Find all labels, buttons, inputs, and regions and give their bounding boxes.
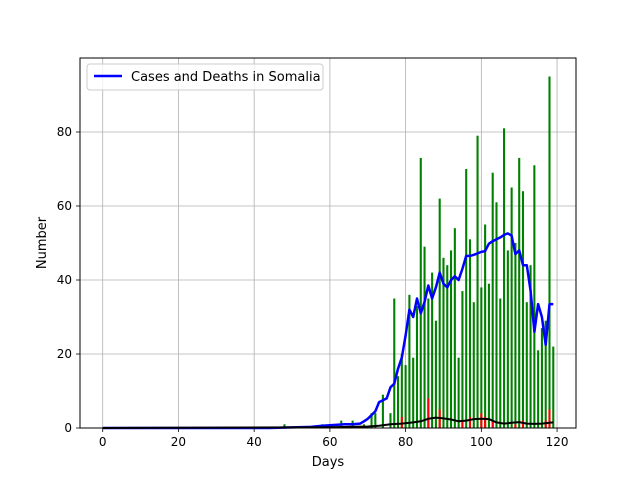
case-bar xyxy=(283,424,286,428)
death-bar xyxy=(400,416,403,428)
x-axis-ticks: 0 20 40 60 80 100 120 xyxy=(99,428,569,449)
death-bar xyxy=(548,409,551,428)
death-bar xyxy=(521,420,525,428)
case-bar xyxy=(415,305,419,428)
case-bar xyxy=(393,298,396,428)
case-bar xyxy=(412,357,415,428)
case-bar xyxy=(533,165,536,429)
case-bar xyxy=(491,172,494,428)
death-bar xyxy=(461,420,464,428)
y-tick-label: 0 xyxy=(64,421,72,435)
case-bar xyxy=(450,250,453,428)
case-bar xyxy=(442,257,445,428)
case-bar xyxy=(472,302,475,428)
death-bar xyxy=(544,420,547,428)
death-bar xyxy=(480,413,483,428)
x-tick-label: 80 xyxy=(398,435,413,449)
case-bar xyxy=(544,320,547,428)
case-bar xyxy=(499,298,502,428)
case-bar xyxy=(453,228,456,428)
x-tick-label: 20 xyxy=(171,435,186,449)
legend-box xyxy=(86,63,324,91)
y-axis-ticks: 0 20 40 60 80 xyxy=(57,125,80,435)
y-tick-label: 20 xyxy=(57,347,72,361)
deaths-average-line xyxy=(102,416,554,429)
case-bar xyxy=(434,320,437,428)
y-tick-label: 60 xyxy=(57,199,72,213)
case-bar xyxy=(408,294,411,428)
y-tick-label: 40 xyxy=(57,273,72,287)
case-bar xyxy=(495,202,498,428)
case-bar xyxy=(370,413,373,428)
x-axis-label: Days xyxy=(312,455,345,470)
case-bar xyxy=(446,265,449,428)
case-bar xyxy=(521,191,525,428)
case-bar xyxy=(518,157,521,428)
legend-label: Cases and Deaths in Somalia xyxy=(131,70,321,85)
case-bar xyxy=(514,243,517,428)
case-bar xyxy=(427,298,430,428)
case-bar xyxy=(540,328,543,428)
case-bar xyxy=(476,135,479,428)
death-bar xyxy=(484,416,487,428)
death-bar xyxy=(468,416,472,428)
y-tick-label: 80 xyxy=(57,125,72,139)
case-bar xyxy=(503,128,506,429)
case-bar xyxy=(487,283,490,428)
case-bar xyxy=(397,376,400,428)
case-bar xyxy=(431,272,434,428)
case-bar xyxy=(510,187,513,428)
death-bar xyxy=(514,424,517,428)
x-tick-label: 0 xyxy=(99,435,107,449)
plot-frame xyxy=(79,57,577,429)
case-bar xyxy=(552,346,555,428)
case-bar xyxy=(525,302,528,428)
x-tick-label: 100 xyxy=(470,435,493,449)
case-bar xyxy=(506,250,509,428)
case-bar xyxy=(548,76,551,428)
death-bar xyxy=(427,398,430,428)
legend: Cases and Deaths in Somalia xyxy=(86,63,324,91)
x-tick-label: 120 xyxy=(546,435,569,449)
case-bar xyxy=(529,265,532,428)
case-bar xyxy=(484,224,487,428)
case-bar xyxy=(400,354,403,428)
case-bar xyxy=(404,365,407,428)
death-bar xyxy=(491,420,494,428)
x-tick-label: 60 xyxy=(322,435,337,449)
case-bar xyxy=(374,413,377,428)
case-bar xyxy=(480,287,483,428)
case-bar xyxy=(381,394,384,428)
case-bar xyxy=(438,198,441,428)
series-lines xyxy=(102,232,554,430)
case-bar xyxy=(468,239,472,428)
case-bar xyxy=(537,350,540,428)
x-tick-label: 40 xyxy=(247,435,262,449)
case-bar xyxy=(457,357,460,428)
case-bar xyxy=(419,157,422,428)
y-axis-label: Number xyxy=(35,216,50,269)
case-bar xyxy=(461,291,464,428)
cases-average-line xyxy=(102,232,554,430)
case-bar xyxy=(423,246,426,428)
case-bar xyxy=(389,413,392,428)
case-bar xyxy=(465,169,468,428)
cases-bars xyxy=(283,76,555,429)
